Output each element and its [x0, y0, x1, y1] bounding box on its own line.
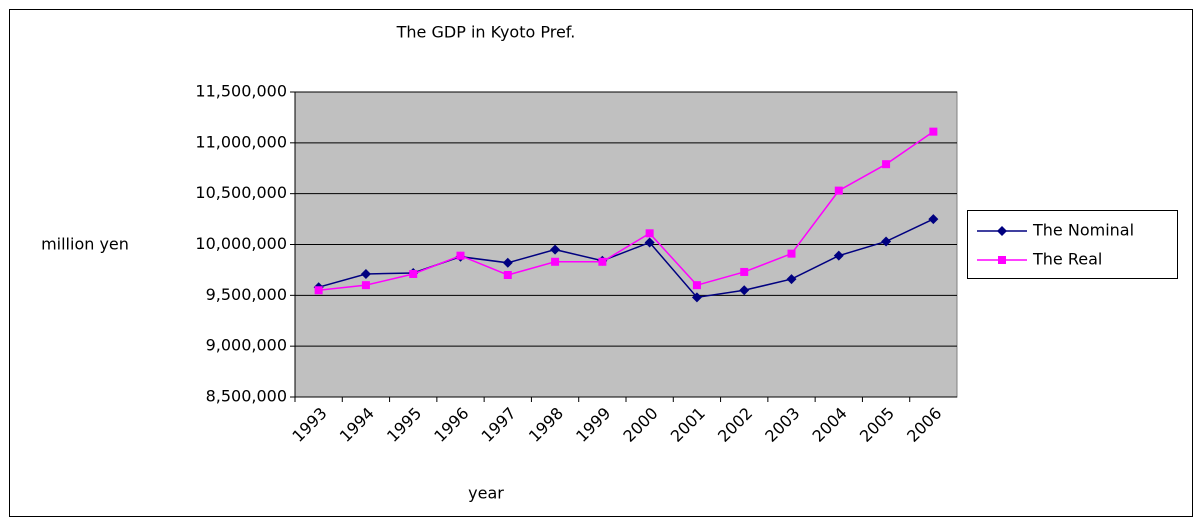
- chart-title: The GDP in Kyoto Pref.: [396, 23, 576, 42]
- legend-box: [967, 210, 1178, 279]
- marker: [787, 249, 796, 258]
- y-axis-label: million yen: [41, 235, 129, 254]
- marker: [361, 281, 370, 290]
- marker: [644, 237, 655, 248]
- y-tick-label: 9,500,000: [206, 285, 287, 304]
- marker: [998, 256, 1006, 264]
- marker: [502, 257, 513, 268]
- y-tick-label: 8,500,000: [206, 387, 287, 406]
- marker: [456, 251, 465, 260]
- marker: [739, 285, 750, 296]
- y-tick-label: 10,500,000: [195, 183, 287, 202]
- y-tick-label: 9,000,000: [206, 336, 287, 355]
- marker: [360, 268, 371, 279]
- y-tick-label: 10,000,000: [195, 234, 287, 253]
- marker: [834, 186, 843, 195]
- marker: [692, 281, 701, 290]
- marker: [929, 127, 938, 136]
- marker: [314, 286, 323, 295]
- legend-label: The Nominal: [1032, 221, 1134, 240]
- marker: [645, 229, 654, 238]
- marker: [409, 269, 418, 278]
- marker: [786, 274, 797, 285]
- y-tick-label: 11,000,000: [195, 132, 287, 151]
- x-axis-label: year: [468, 484, 504, 503]
- marker: [550, 244, 561, 255]
- y-tick-label: 11,500,000: [195, 82, 287, 101]
- marker: [598, 257, 607, 266]
- marker: [833, 250, 844, 261]
- marker: [928, 214, 939, 225]
- series-line: [318, 131, 934, 291]
- marker: [740, 267, 749, 276]
- marker: [997, 226, 1007, 236]
- marker: [503, 271, 512, 279]
- marker: [881, 236, 892, 247]
- marker: [551, 257, 560, 266]
- marker: [882, 160, 891, 169]
- legend-label: The Real: [1032, 250, 1102, 269]
- marker: [691, 292, 702, 303]
